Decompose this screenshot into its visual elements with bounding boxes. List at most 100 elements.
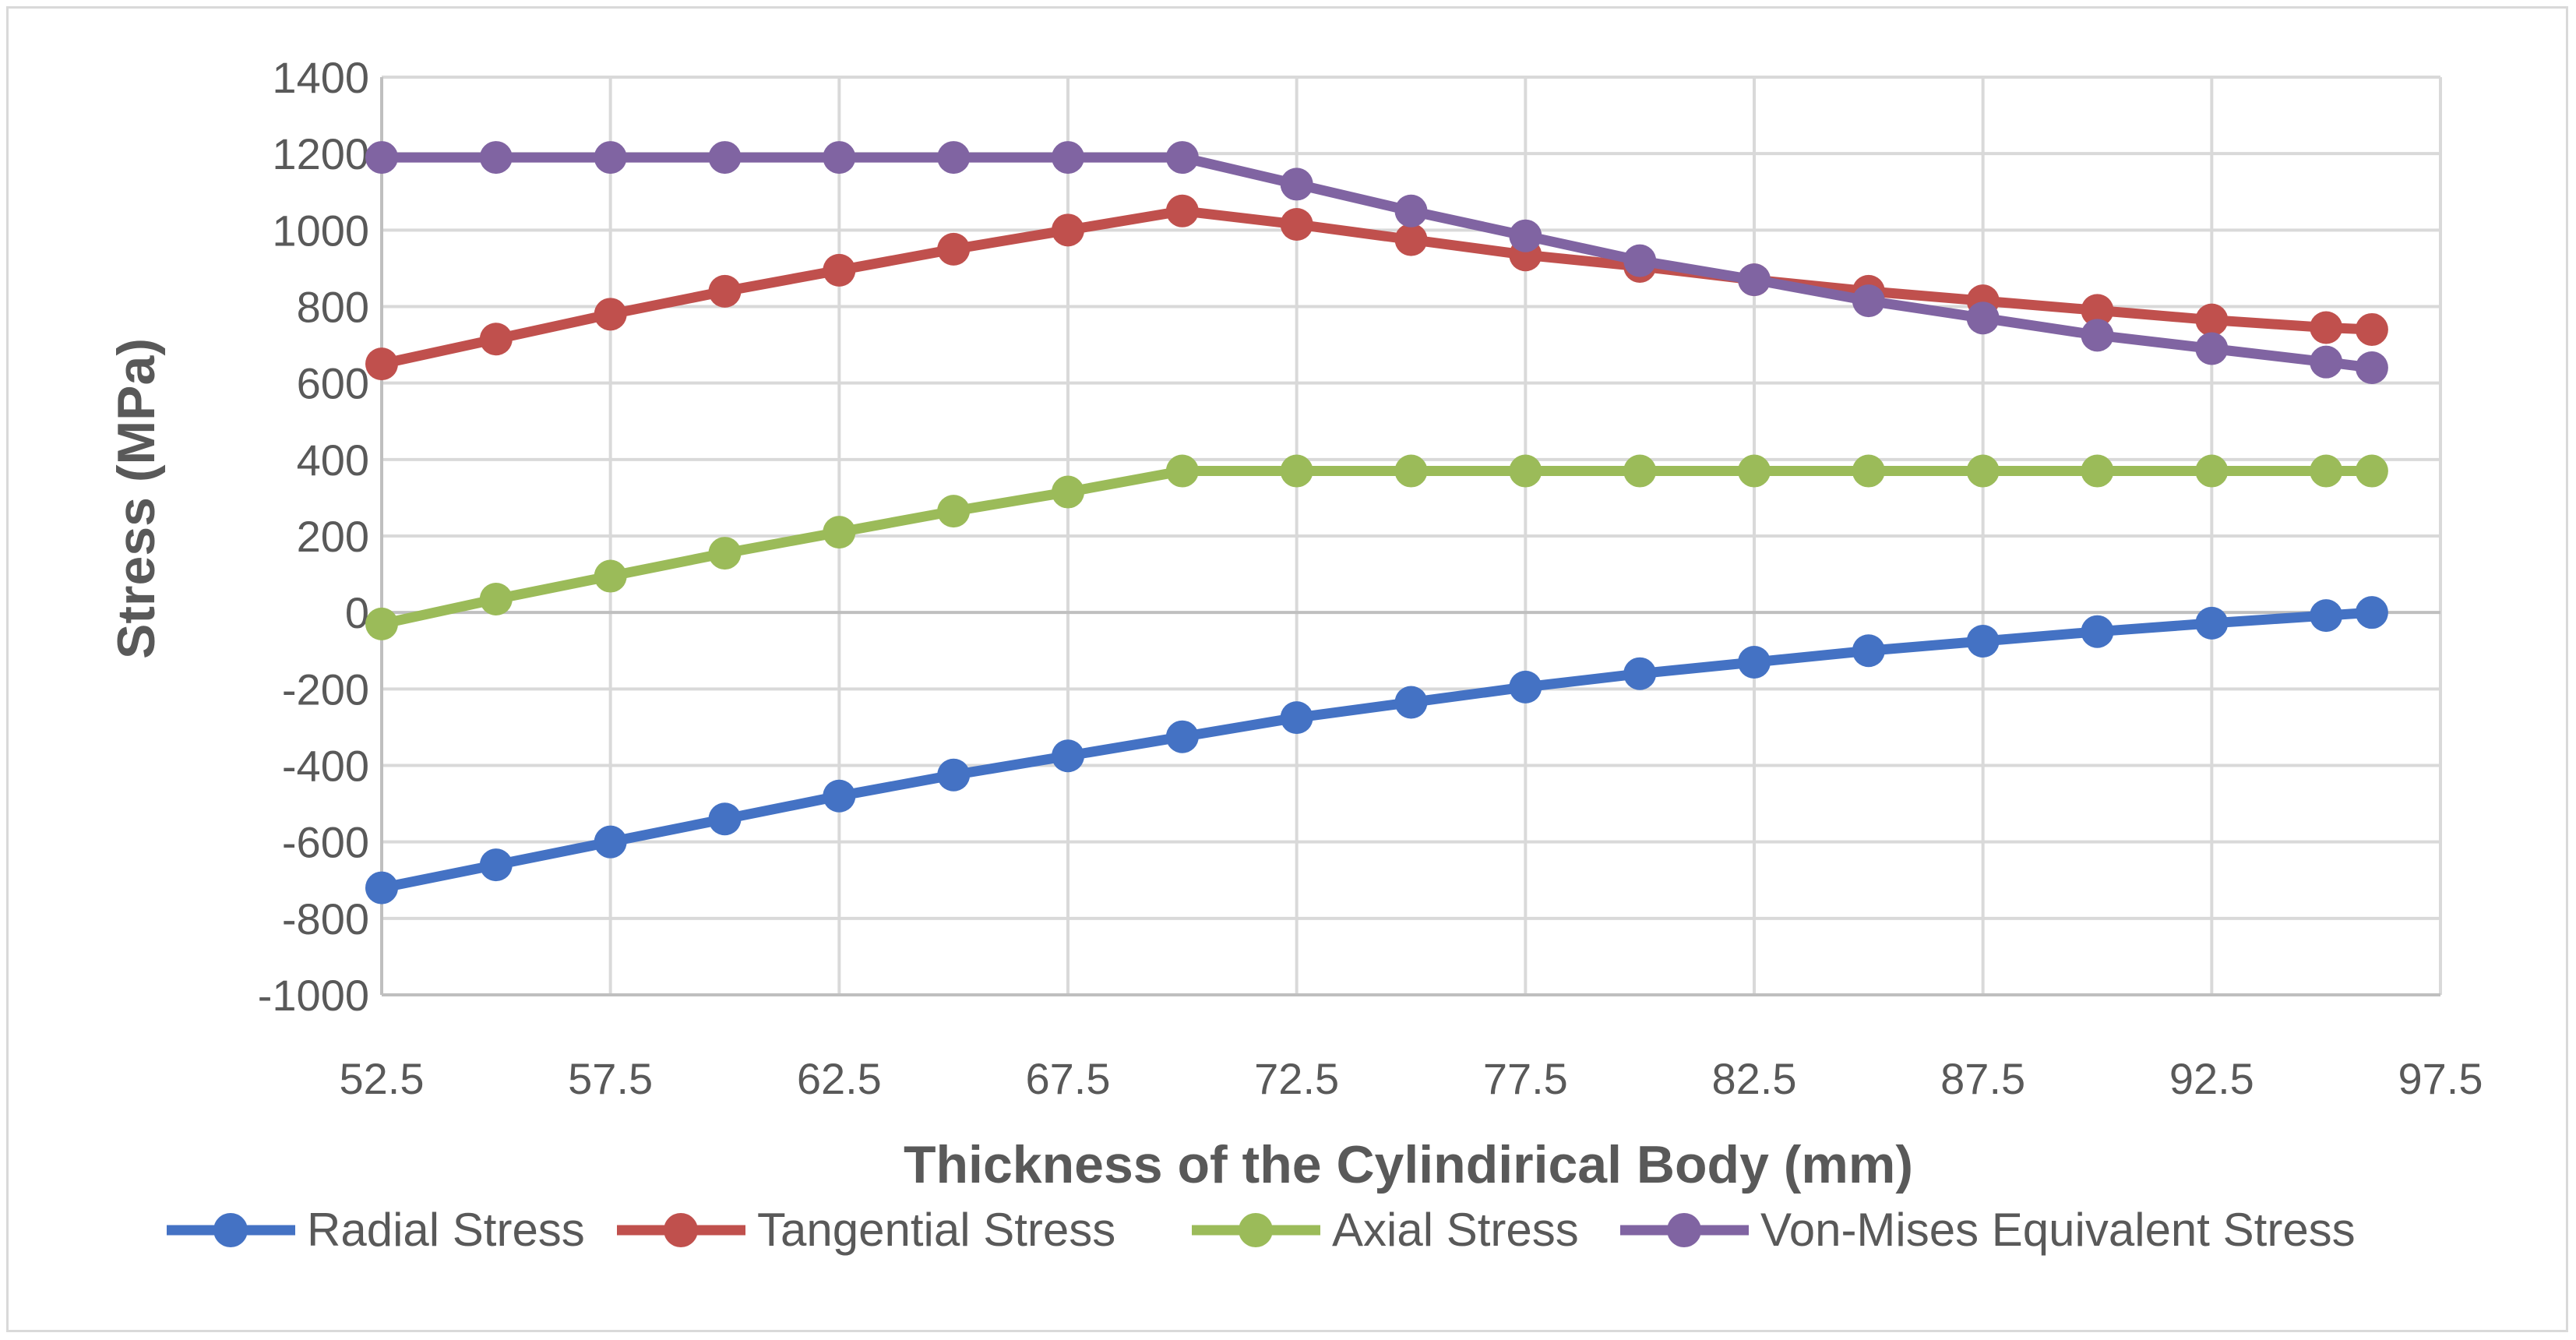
data-point-radial-stress [1052,739,1084,773]
data-point-von-mises-equivalent-stress [2195,332,2229,365]
data-point-radial-stress [1623,657,1657,690]
x-tick-label: 57.5 [568,1054,653,1103]
data-point-von-mises-equivalent-stress [1966,302,2000,335]
data-point-tangential-stress [594,298,627,331]
data-point-von-mises-equivalent-stress [823,141,856,175]
data-point-axial-stress [1052,475,1084,509]
data-point-radial-stress [1852,634,1885,668]
series-line-axial-stress [376,466,2377,629]
legend-label: Radial Stress [307,1204,585,1256]
data-point-von-mises-equivalent-stress [1165,141,1199,175]
y-tick-label: -600 [282,818,369,867]
data-point-radial-stress [594,825,627,859]
x-tick-label: 87.5 [1940,1054,2025,1103]
y-axis-title: Stress (MPa) [107,338,166,659]
x-tick-labels: 52.5 57.5 62.5 67.5 72.5 77.5 82.5 87.5 92.5 97.5 [340,1054,2483,1103]
data-point-axial-stress [823,516,856,549]
y-tick-label: 400 [297,436,369,485]
y-tick-labels: 1400 1200 1000 800 600 400 200 0 -200 -400 -600 -80… [258,53,369,1020]
data-point-tangential-stress [2195,303,2229,337]
data-point-von-mises-equivalent-stress [1509,219,1542,252]
data-point-tangential-stress [1280,207,1313,241]
data-point-axial-stress [937,495,971,528]
data-point-von-mises-equivalent-stress [1052,141,1084,175]
data-point-von-mises-equivalent-stress [708,141,742,175]
data-point-axial-stress [2195,454,2229,488]
data-point-radial-stress [2081,615,2114,648]
x-tick-label: 92.5 [2169,1054,2254,1103]
data-point-tangential-stress [708,274,742,308]
data-point-radial-stress [2310,599,2343,633]
legend-swatch-marker [213,1213,248,1247]
axis-layer [380,77,2440,996]
data-point-radial-stress [823,779,856,813]
y-tick-label: 600 [297,359,369,408]
data-point-radial-stress [1165,720,1199,753]
y-tick-label: -400 [282,742,369,791]
data-point-tangential-stress [937,232,971,266]
x-tick-label: 97.5 [2398,1054,2483,1103]
series-line-tangential-stress [376,206,2377,369]
data-point-von-mises-equivalent-stress [937,141,971,175]
series-von-mises-equivalent-stress [365,141,2388,385]
data-point-radial-stress [1394,686,1428,719]
y-tick-label: 0 [345,588,369,637]
data-point-von-mises-equivalent-stress [2081,319,2114,352]
series-radial-stress [365,596,2388,905]
data-point-tangential-stress [2310,311,2343,344]
data-point-radial-stress [2195,606,2229,640]
data-point-axial-stress [2310,454,2343,488]
data-point-radial-stress [365,871,398,905]
data-point-von-mises-equivalent-stress [479,141,513,175]
legend-label: Tangential Stress [757,1204,1115,1256]
legend-label: Axial Stress [1332,1204,1579,1256]
data-point-radial-stress [1738,645,1771,679]
data-point-axial-stress [479,582,513,615]
x-tick-label: 77.5 [1483,1054,1568,1103]
data-point-von-mises-equivalent-stress [594,141,627,175]
legend-item-axial-stress: Axial Stress [1192,1204,1579,1256]
data-point-radial-stress [479,848,513,882]
data-point-tangential-stress [479,323,513,356]
data-point-axial-stress [1852,454,1885,488]
data-point-radial-stress [1966,624,2000,658]
data-point-axial-stress [2355,454,2388,488]
data-point-von-mises-equivalent-stress [1623,244,1657,277]
data-point-tangential-stress [1394,223,1428,256]
data-point-tangential-stress [1165,194,1199,227]
data-point-von-mises-equivalent-stress [2355,351,2388,385]
data-point-radial-stress [1280,701,1313,735]
data-point-axial-stress [365,607,398,640]
data-point-radial-stress [708,802,742,836]
data-point-radial-stress [937,758,971,792]
data-point-tangential-stress [2355,312,2388,346]
x-axis-title: Thickness of the Cylindirical Body (mm) [904,1135,1913,1194]
x-tick-label: 67.5 [1026,1054,1111,1103]
x-tick-label: 62.5 [797,1054,882,1103]
y-tick-label: -800 [282,894,369,943]
series-axial-stress [365,454,2388,640]
data-point-axial-stress [1394,454,1428,488]
data-point-axial-stress [1280,454,1313,488]
legend-swatch-marker [664,1213,698,1247]
series-layer [365,141,2388,905]
y-tick-label: 1400 [272,53,369,102]
data-point-axial-stress [1738,454,1771,488]
series-line-radial-stress [376,607,2377,894]
data-point-von-mises-equivalent-stress [365,141,398,175]
x-tick-label: 82.5 [1712,1054,1797,1103]
data-point-von-mises-equivalent-stress [1738,263,1771,297]
data-point-axial-stress [1509,454,1542,488]
data-point-axial-stress [708,537,742,570]
data-point-von-mises-equivalent-stress [1280,168,1313,201]
series-tangential-stress [365,194,2388,381]
y-tick-label: 1000 [272,206,369,255]
data-point-tangential-stress [1052,213,1084,247]
data-point-axial-stress [2081,454,2114,488]
y-tick-label: 200 [297,512,369,561]
data-point-tangential-stress [2081,294,2114,327]
x-tick-label: 72.5 [1254,1054,1339,1103]
y-tick-label: -1000 [258,971,369,1020]
data-point-radial-stress [1509,670,1542,704]
